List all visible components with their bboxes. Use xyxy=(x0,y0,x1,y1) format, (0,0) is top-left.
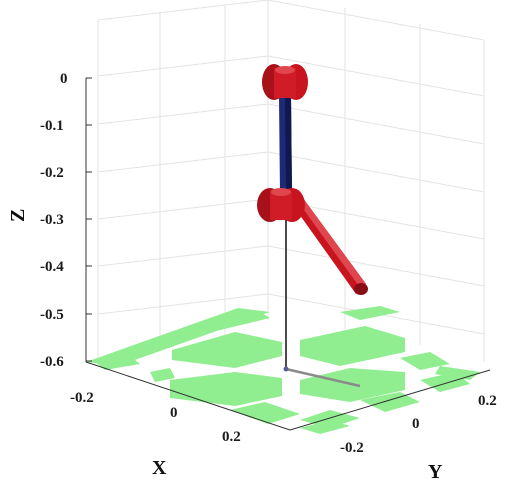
link-shadow xyxy=(285,367,361,388)
z-tick-label: -0.3 xyxy=(40,212,64,228)
z-tick-label: 0 xyxy=(60,71,68,87)
z-tick-label: -0.1 xyxy=(40,118,64,134)
x-tick-label: 0.2 xyxy=(222,429,241,445)
z-axis-label: Z xyxy=(7,209,29,222)
z-tick-label: -0.4 xyxy=(40,259,64,275)
y-axis-label: Y xyxy=(428,461,443,482)
x-axis-label: X xyxy=(152,457,167,479)
x-tick-label: -0.2 xyxy=(70,390,94,406)
x-axis-ticks: -0.2 0 0.2 xyxy=(70,390,241,445)
y-tick-label: -0.2 xyxy=(340,440,364,456)
shoulder-joint xyxy=(262,64,308,100)
y-tick-label: 0 xyxy=(412,416,420,432)
floor-pattern xyxy=(86,306,480,434)
elbow-joint xyxy=(257,188,305,222)
z-tick-label: -0.5 xyxy=(40,307,64,323)
y-axis-ticks: -0.2 0 0.2 xyxy=(340,393,497,456)
lower-link xyxy=(292,194,368,295)
z-tick-label: -0.2 xyxy=(40,165,64,181)
back-wall-grid xyxy=(97,0,485,362)
z-axis-ticks: 0 -0.1 -0.2 -0.3 -0.4 -0.5 -0.6 xyxy=(40,71,92,370)
floor-point xyxy=(283,366,289,372)
x-tick-label: 0 xyxy=(170,405,178,421)
z-tick-label: -0.6 xyxy=(40,354,64,370)
y-tick-label: 0.2 xyxy=(478,393,497,409)
upper-link xyxy=(279,96,292,194)
